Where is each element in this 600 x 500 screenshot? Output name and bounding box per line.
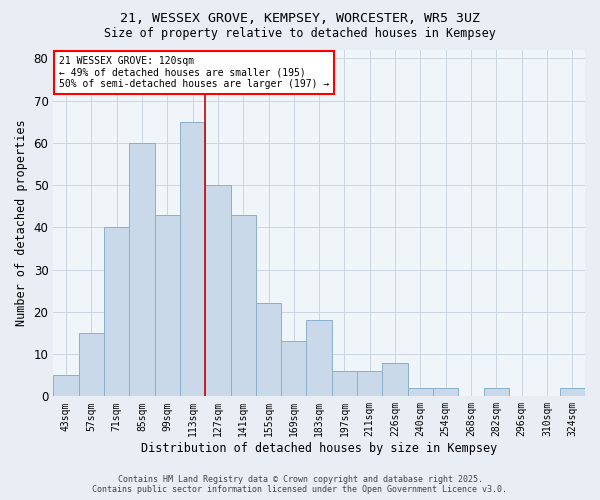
Bar (155, 214, 180, 396)
Bar (382, 362, 408, 396)
Bar (307, 320, 332, 396)
Text: Size of property relative to detached houses in Kempsey: Size of property relative to detached ho… (104, 28, 496, 40)
Bar (408, 388, 433, 396)
Bar (560, 388, 585, 396)
Text: 21 WESSEX GROVE: 120sqm
← 49% of detached houses are smaller (195)
50% of semi-d: 21 WESSEX GROVE: 120sqm ← 49% of detache… (59, 56, 329, 89)
Bar (357, 371, 382, 396)
X-axis label: Distribution of detached houses by size in Kempsey: Distribution of detached houses by size … (141, 442, 497, 455)
Bar (129, 143, 155, 397)
Text: Contains HM Land Registry data © Crown copyright and database right 2025.: Contains HM Land Registry data © Crown c… (118, 475, 482, 484)
Bar (104, 228, 129, 396)
Bar (230, 214, 256, 396)
Bar (205, 185, 230, 396)
Bar (180, 122, 205, 396)
Bar (79, 333, 104, 396)
Bar (484, 388, 509, 396)
Bar (281, 342, 307, 396)
Bar (53, 375, 79, 396)
Text: Contains public sector information licensed under the Open Government Licence v3: Contains public sector information licen… (92, 485, 508, 494)
Bar (256, 304, 281, 396)
Y-axis label: Number of detached properties: Number of detached properties (15, 120, 28, 326)
Bar (332, 371, 357, 396)
Bar (433, 388, 458, 396)
Text: 21, WESSEX GROVE, KEMPSEY, WORCESTER, WR5 3UZ: 21, WESSEX GROVE, KEMPSEY, WORCESTER, WR… (120, 12, 480, 26)
